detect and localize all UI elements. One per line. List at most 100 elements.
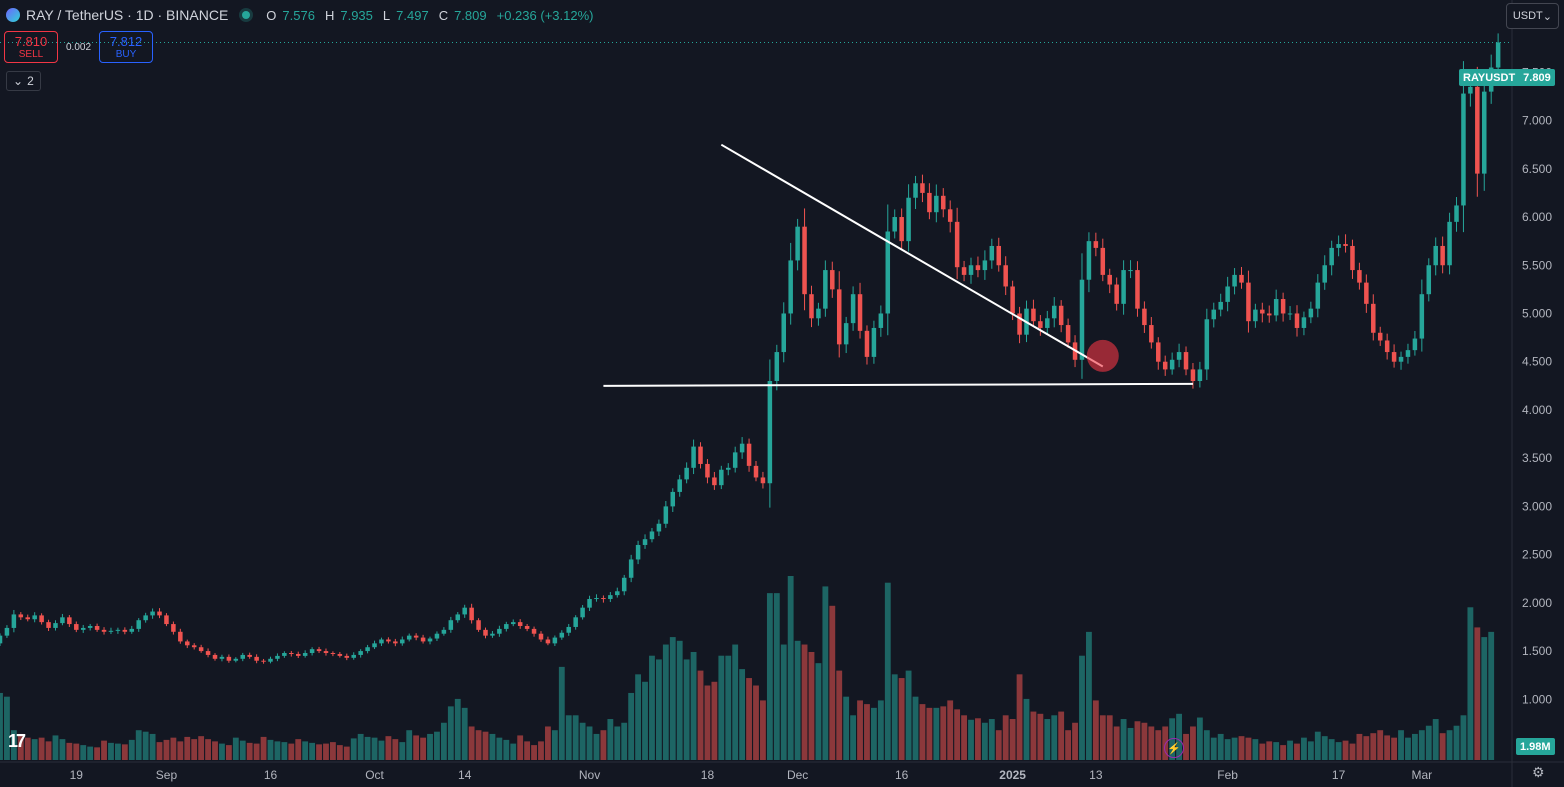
price-axis[interactable]: 8.0007.5007.0006.5006.0005.5005.0004.500… [1522,17,1552,706]
volume-bar [392,739,399,760]
candle-body [365,647,370,652]
open-label: O [266,7,277,23]
candle-body [198,647,204,652]
candle-body [1142,308,1147,326]
candle-body [1086,241,1092,280]
volume-bar [475,730,482,760]
volume-bar [17,733,24,760]
volume-bar [1148,726,1155,760]
candle-body [712,477,717,486]
volume-bar [482,731,489,760]
candle-body [1253,309,1258,322]
candle-body [580,607,585,618]
price-tick-label: 4.000 [1522,403,1552,417]
volume-bar [73,743,80,760]
volume-tag: 1.98M [1516,738,1555,755]
candle-body [295,653,301,656]
tradingview-logo[interactable]: 17 [8,731,26,751]
candle-body [1051,305,1057,319]
candle-body [32,615,37,620]
candle-body [1433,245,1438,266]
candle-body [1468,86,1473,94]
volume-bar [815,663,822,760]
candle-body [60,617,65,624]
volume-bar [371,737,378,760]
volume-bar [1086,631,1092,760]
volume-bar [316,744,322,760]
drawings[interactable] [0,41,1512,387]
candle-body [552,637,558,644]
high-value: 7.935 [340,7,373,23]
candle-body [802,226,807,295]
candle-body [476,620,481,630]
volume-bar [711,681,718,760]
volume-bar [336,745,343,760]
volume-bar [531,745,537,760]
candle-body [289,653,294,655]
volume-bar [205,739,211,760]
volume-bar [295,739,302,760]
volume-bar [655,659,662,760]
support-line [603,382,1193,387]
volume-bar [1224,739,1231,760]
currency-label: USDT [1512,10,1543,22]
volume-bar [1418,730,1425,760]
volume-bar [357,733,364,760]
candle-body [1017,313,1022,335]
candle-body [663,506,669,524]
volume-bar [1210,737,1217,760]
breakout-circle-marker [1086,339,1119,372]
volume-bar [135,730,142,760]
candle-body [684,467,689,480]
candle-body [233,658,239,661]
currency-select[interactable]: USDT ⌄ [1505,3,1559,29]
volume-bar [725,655,732,760]
candle-body [947,209,953,222]
candle-body [316,649,322,652]
candle-body [11,614,17,628]
volume-bar [898,678,905,760]
candle-body [101,629,107,632]
volume-bar [635,674,642,760]
settings-gear-icon[interactable]: ⚙ [1532,764,1545,780]
lightning-icon[interactable]: ⚡ [1164,738,1184,758]
volume-bar [260,736,267,760]
volume-bar [877,700,884,760]
buy-button[interactable]: 7.812 BUY [99,31,154,63]
volume-bar [1238,736,1245,760]
volume-bar [1377,730,1384,760]
volume-bar [0,692,3,760]
volume-bar [212,741,218,760]
volume-bar [1411,733,1418,760]
volume-bar [1141,722,1148,760]
sell-price: 7.810 [14,34,48,49]
volume-bar [1099,715,1106,760]
time-axis[interactable]: 19 Sep 16 Oct 14 Nov 18 Dec 16 2025 13 Feb 17 Mar [70,768,1433,782]
indicators-toggle[interactable]: ⌄ 2 [6,71,41,91]
candle-body [559,632,565,638]
candle-body [1329,247,1334,266]
candle-body [372,643,377,648]
candle-body [448,620,454,630]
volume-bar [149,733,156,760]
trade-panel: 7.810 SELL 0.002 7.812 BUY [4,31,154,63]
volume-bar [142,731,149,760]
volume-bar [572,715,579,760]
volume-bar [440,722,447,760]
symbol-title[interactable]: RAY / TetherUS · 1D · BINANCE [26,7,229,23]
candle-body [1426,265,1432,295]
volume-bar [961,715,967,760]
volume-bar [621,722,628,760]
volume-bar [191,739,198,760]
volume-bar [225,745,232,760]
volume-bar [766,593,773,760]
symbol-legend: RAY / TetherUS · 1D · BINANCE O 7.576 H 7.… [6,6,597,24]
candlesticks [0,33,1501,664]
volume-bar [683,659,690,760]
candle-body [330,653,336,655]
candle-body [927,192,932,213]
volume-bar [1488,631,1495,760]
sell-button[interactable]: 7.810 SELL [4,31,58,63]
